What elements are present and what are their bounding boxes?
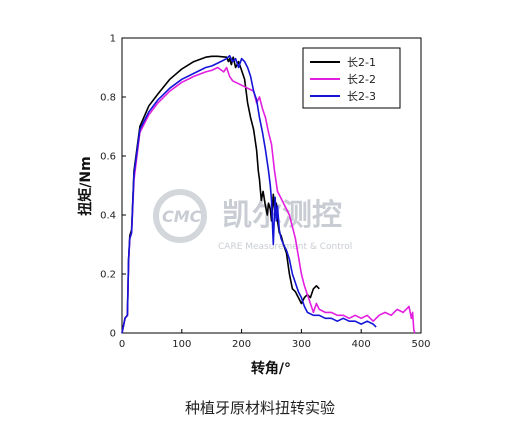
axis-ticks: 0 100 200 300 400 500 0 0.2 0.4 0.6 0.8 1 [100,34,430,351]
series-line [121,66,416,334]
x-axis-title: 转角/° [251,360,291,377]
watermark-logo: CMC [153,189,207,243]
x-tick-label: 100 [172,339,191,350]
y-tick-label: 1 [110,34,116,45]
x-tick-label: 300 [292,339,311,350]
y-tick-label: 0.2 [100,270,116,281]
legend-label: 长2-2 [347,73,376,86]
y-tick-label: 0.8 [100,93,116,104]
x-tick-label: 500 [411,339,430,350]
x-tick-label: 0 [119,339,125,350]
figure-caption: 种植牙原材料扭转实验 [184,399,335,417]
legend: 长2-1 长2-2 长2-3 [302,47,401,109]
y-tick-label: 0.4 [100,211,116,222]
watermark: CMC 凯尔测控 CARE Measurement & Control [153,189,352,252]
y-tick-label: 0 [110,329,116,340]
series-layer [121,54,416,334]
legend-label: 长2-3 [347,90,376,103]
series-line [121,55,320,334]
x-tick-label: 200 [232,339,251,350]
y-tick-label: 0.6 [100,152,116,163]
y-axis-title: 扭矩/Nm [77,156,94,215]
x-tick-label: 400 [352,339,371,350]
legend-label: 长2-1 [347,56,376,69]
legend-items: 长2-1 长2-2 长2-3 [310,56,376,103]
watermark-brand-cn: 凯尔测控 [222,198,342,233]
plot-frame [121,37,422,334]
series-line [121,54,377,334]
watermark-logo-text: CMC [162,207,202,226]
